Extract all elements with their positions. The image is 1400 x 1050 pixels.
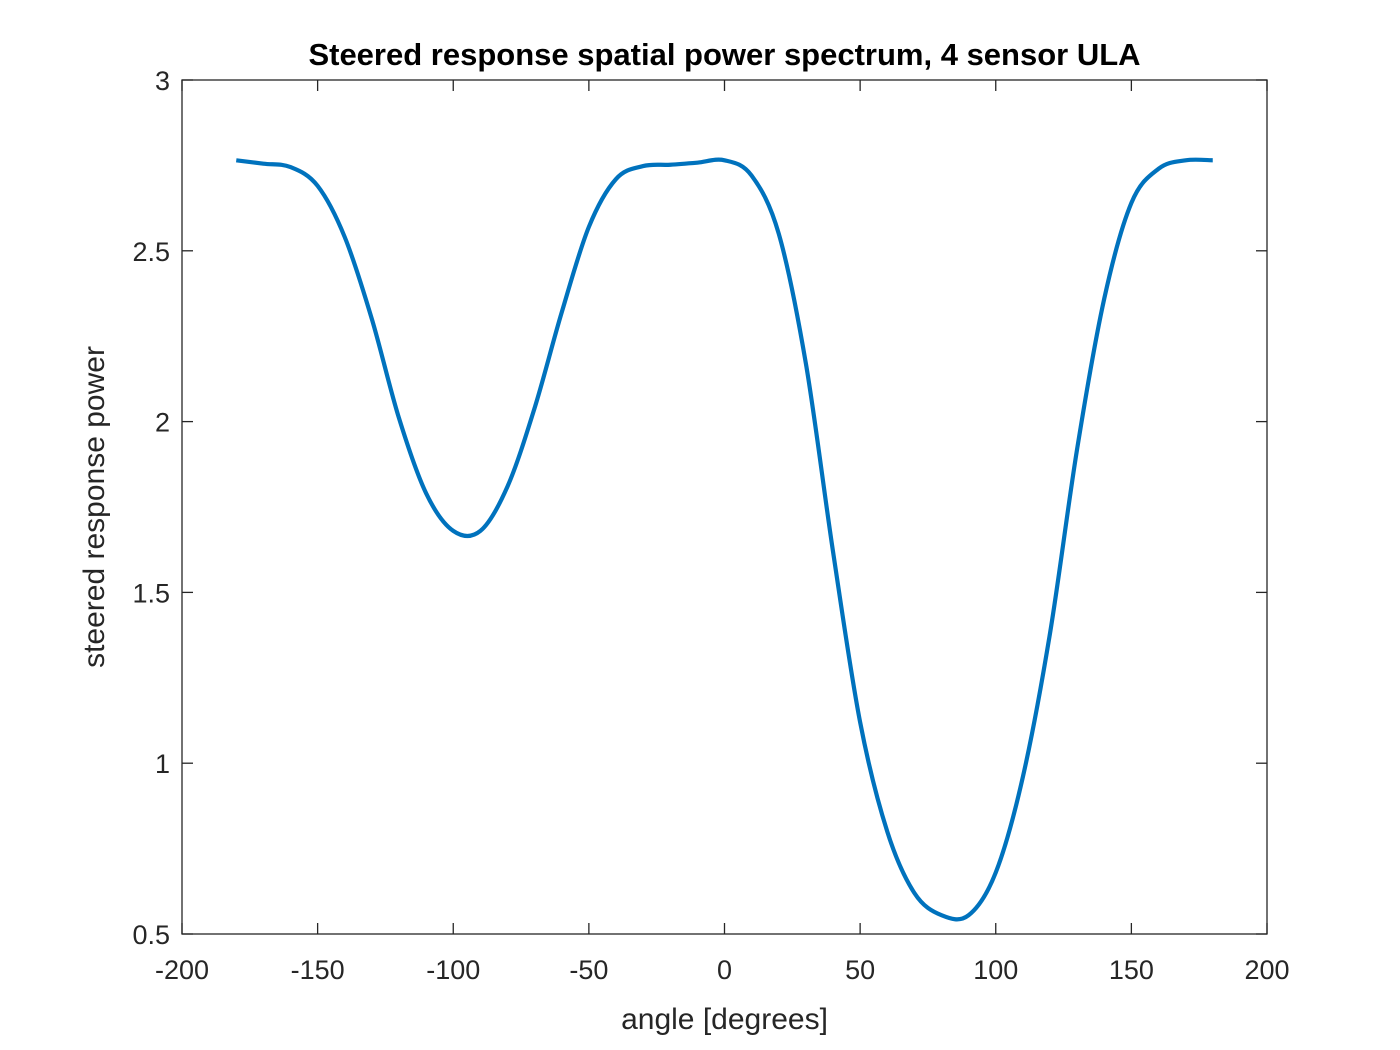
x-tick-label: -100 <box>426 955 480 985</box>
y-tick-label: 0.5 <box>132 920 170 950</box>
x-tick-label: 100 <box>973 955 1018 985</box>
x-tick-label: 200 <box>1244 955 1289 985</box>
x-tick-label: -200 <box>155 955 209 985</box>
x-tick-label: 0 <box>717 955 732 985</box>
y-tick-label: 1.5 <box>132 578 170 608</box>
y-tick-label: 2.5 <box>132 237 170 267</box>
y-tick-label: 3 <box>155 66 170 96</box>
series-line <box>235 157 1213 922</box>
y-tick-label: 2 <box>155 408 170 438</box>
x-tick-label: 50 <box>845 955 875 985</box>
series-layer <box>235 157 1213 922</box>
chart-title: Steered response spatial power spectrum,… <box>308 37 1140 72</box>
x-axis-label: angle [degrees] <box>621 1003 828 1036</box>
x-tick-label: -50 <box>569 955 608 985</box>
y-tick-label: 1 <box>155 749 170 779</box>
x-tick-label: -150 <box>291 955 345 985</box>
ticks-layer: -200 -150 -100 -50 0 50 100 150 200 0.5 1 1.5 2 2.5 3 <box>132 66 1289 985</box>
x-tick-label: 150 <box>1109 955 1154 985</box>
plot-area <box>181 79 1268 935</box>
y-axis-label: steered response power <box>78 346 111 668</box>
